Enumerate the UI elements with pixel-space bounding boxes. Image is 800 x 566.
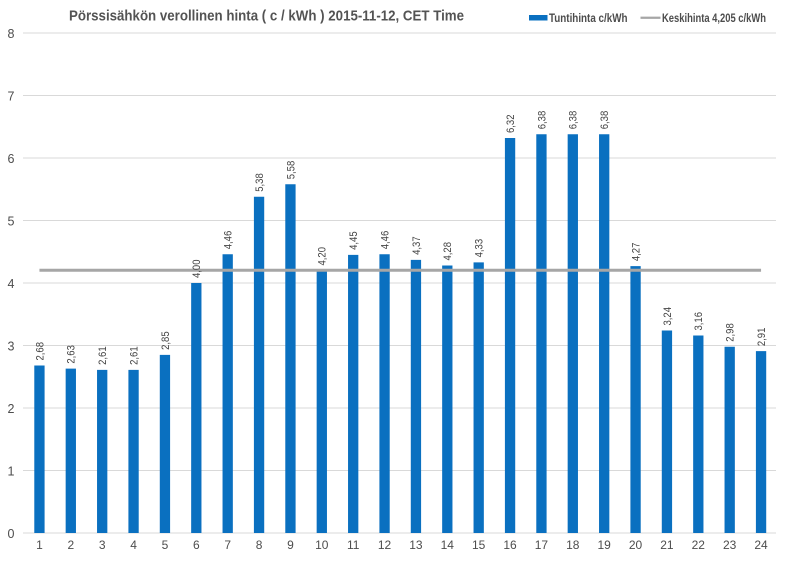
svg-text:Keskihinta 4,205 c/kWh: Keskihinta 4,205 c/kWh (662, 11, 766, 25)
svg-text:11: 11 (347, 538, 360, 552)
svg-text:2,68: 2,68 (34, 342, 46, 361)
svg-text:2: 2 (67, 538, 74, 552)
svg-text:20: 20 (629, 538, 643, 552)
svg-text:2,91: 2,91 (756, 328, 768, 347)
svg-text:3: 3 (99, 538, 106, 552)
svg-text:2,61: 2,61 (128, 346, 140, 365)
svg-text:14: 14 (441, 538, 455, 552)
svg-text:2,61: 2,61 (97, 346, 109, 365)
svg-text:3,16: 3,16 (693, 312, 705, 331)
svg-text:4,00: 4,00 (191, 260, 203, 279)
svg-text:4,45: 4,45 (348, 231, 360, 250)
svg-text:6,38: 6,38 (568, 111, 580, 130)
svg-text:8: 8 (8, 27, 15, 41)
svg-text:4,46: 4,46 (223, 231, 235, 250)
svg-text:4,28: 4,28 (442, 242, 454, 261)
svg-text:10: 10 (315, 538, 329, 552)
svg-text:23: 23 (723, 538, 737, 552)
svg-text:4,37: 4,37 (411, 236, 423, 255)
svg-text:4: 4 (130, 538, 137, 552)
svg-text:1: 1 (8, 464, 15, 478)
svg-text:4,33: 4,33 (474, 239, 486, 258)
svg-text:9: 9 (287, 538, 294, 552)
svg-text:3: 3 (8, 339, 15, 353)
svg-text:15: 15 (472, 538, 486, 552)
svg-text:2,98: 2,98 (725, 323, 737, 342)
svg-text:7: 7 (8, 89, 15, 103)
svg-text:24: 24 (754, 538, 768, 552)
svg-text:Tuntihinta c/kWh: Tuntihinta c/kWh (549, 11, 628, 25)
svg-text:13: 13 (409, 538, 423, 552)
svg-text:18: 18 (566, 538, 580, 552)
svg-text:6: 6 (8, 152, 15, 166)
svg-text:17: 17 (535, 538, 549, 552)
svg-text:4,27: 4,27 (630, 243, 642, 262)
svg-text:5: 5 (8, 214, 15, 228)
svg-text:0: 0 (8, 527, 15, 541)
svg-text:1: 1 (36, 538, 43, 552)
svg-text:2,63: 2,63 (66, 345, 78, 364)
svg-text:2: 2 (8, 402, 15, 416)
svg-text:5,38: 5,38 (254, 173, 266, 192)
svg-text:5,58: 5,58 (285, 161, 297, 180)
svg-text:6,32: 6,32 (505, 115, 517, 134)
svg-text:16: 16 (503, 538, 517, 552)
svg-text:2,85: 2,85 (160, 331, 172, 350)
svg-text:7: 7 (224, 538, 231, 552)
svg-text:6,38: 6,38 (599, 111, 611, 130)
svg-text:6: 6 (193, 538, 200, 552)
svg-text:12: 12 (378, 538, 392, 552)
svg-text:4,46: 4,46 (379, 231, 391, 250)
svg-text:5: 5 (162, 538, 169, 552)
svg-text:19: 19 (598, 538, 612, 552)
svg-text:8: 8 (256, 538, 263, 552)
svg-text:4,20: 4,20 (317, 247, 329, 266)
svg-text:6,38: 6,38 (536, 111, 548, 130)
svg-text:22: 22 (692, 538, 706, 552)
svg-text:21: 21 (660, 538, 674, 552)
svg-text:Pörssisähkön verollinen hinta: Pörssisähkön verollinen hinta ( c / kWh … (69, 8, 464, 25)
svg-text:4: 4 (8, 277, 15, 291)
svg-text:3,24: 3,24 (662, 307, 674, 326)
